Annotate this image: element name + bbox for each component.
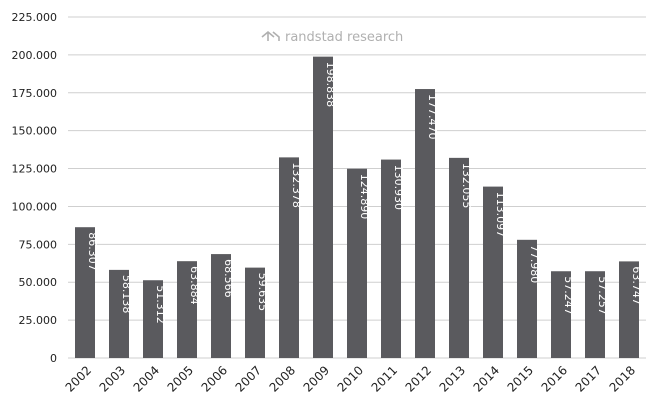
bar [381,159,401,358]
data-label: 198.838 [324,62,337,108]
data-label: 58.138 [120,275,133,314]
bar [313,56,333,358]
x-tick-label: 2015 [505,363,536,394]
data-label: 59.635 [256,273,269,312]
watermark: randstad research [261,30,403,45]
x-tick-label: 2006 [199,363,230,394]
watermark-text: randstad research [285,30,403,45]
x-tick-label: 2011 [369,363,400,394]
data-label: 132.055 [460,163,473,209]
x-tick-label: 2017 [573,363,604,394]
x-axis-ticks: 2002 2003 2004 2005 2006 2007 2008 2009 2010 2011… [63,363,638,394]
bar [143,280,163,358]
bar [415,89,435,358]
y-tick-label: 0 [50,352,57,365]
bar [109,269,129,358]
bar [211,254,231,358]
data-label: 51.312 [154,285,167,324]
data-label: 57.257 [596,276,609,315]
y-tick-label: 200.000 [12,49,58,62]
x-tick-label: 2007 [233,363,264,394]
data-label: 177.470 [426,94,439,140]
y-tick-label: 25.000 [19,314,58,327]
x-tick-label: 2012 [403,363,434,394]
bars: 86.307 58.138 51.312 63.884 68.566 59.635 132.… [75,56,643,358]
x-tick-label: 2010 [335,363,366,394]
data-label: 124.890 [358,174,371,220]
data-label: 63.747 [630,266,643,305]
data-label: 57.247 [562,276,575,315]
y-tick-label: 175.000 [12,87,58,100]
bar [347,168,367,358]
x-tick-label: 2016 [539,363,570,394]
x-tick-label: 2004 [131,363,162,394]
y-tick-label: 75.000 [19,238,58,251]
x-tick-label: 2018 [607,363,638,394]
x-tick-label: 2014 [471,363,502,394]
data-label: 113.097 [494,192,507,238]
bar [585,271,605,358]
bar [245,267,265,358]
bar [517,239,537,358]
y-tick-label: 225.000 [12,11,58,24]
x-tick-label: 2009 [301,363,332,394]
y-axis-ticks: 0 25.000 50.000 75.000 100.000 125.000 150.000… [12,11,58,365]
data-label: 130.930 [392,165,405,211]
bar [177,261,197,358]
bar [279,157,299,358]
x-tick-label: 2005 [165,363,196,394]
data-label: 132.378 [290,162,303,208]
x-tick-label: 2003 [97,363,128,394]
x-tick-label: 2002 [63,363,94,394]
randstad-logo-icon [261,30,280,41]
x-tick-label: 2008 [267,363,298,394]
y-tick-label: 100.000 [12,200,58,213]
data-label: 77.980 [528,245,541,283]
bar [551,271,571,358]
y-tick-label: 125.000 [12,163,58,176]
bar [75,227,95,358]
data-label: 68.566 [222,259,235,298]
y-tick-label: 150.000 [12,125,58,138]
bar [449,157,469,358]
y-tick-label: 50.000 [19,276,58,289]
data-label: 86.307 [86,232,99,271]
x-tick-label: 2013 [437,363,468,394]
bar [483,186,503,358]
data-label: 63.884 [188,266,201,305]
bar [619,261,639,358]
